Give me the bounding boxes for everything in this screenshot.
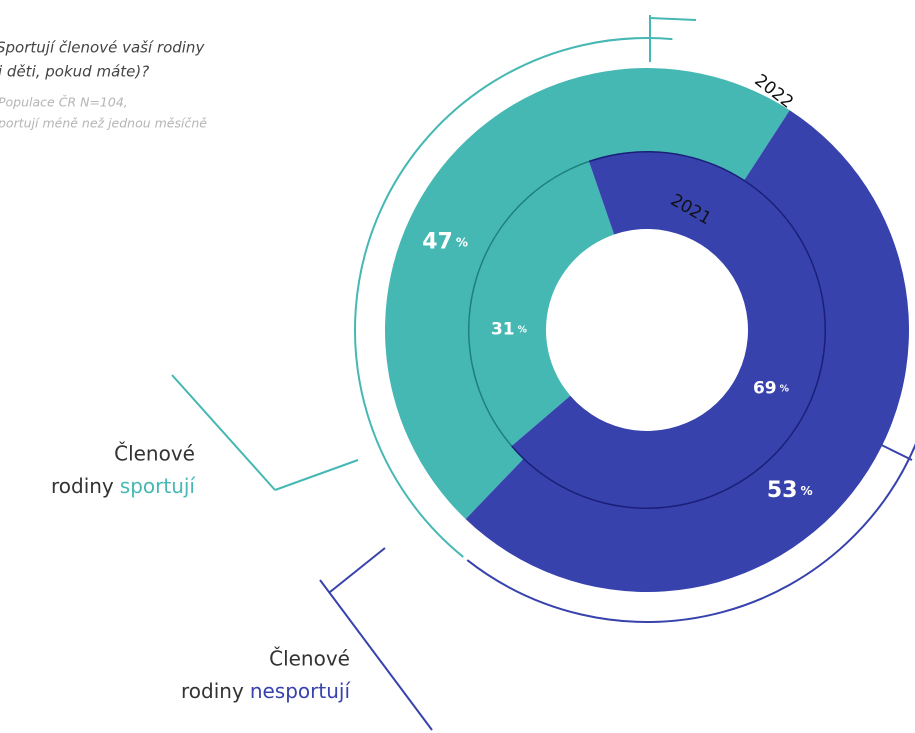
donut-segment — [465, 110, 909, 592]
data-label-value: 31 — [491, 320, 515, 340]
legend-prefix: rodiny — [51, 474, 114, 498]
data-label: 47% — [422, 230, 468, 255]
donut-segment — [511, 151, 826, 510]
legend-name: sportují — [120, 474, 197, 498]
donut-segment — [468, 160, 615, 447]
bracket — [466, 443, 915, 623]
data-label-unit: % — [456, 235, 468, 249]
data-label-unit: % — [800, 483, 812, 497]
data-label: 53% — [767, 478, 813, 503]
legend-text: Členové — [269, 647, 350, 671]
data-label-unit: % — [780, 383, 790, 394]
title-line: Sportují členové vaší rodiny — [0, 39, 205, 57]
data-label-value: 69 — [753, 378, 777, 398]
data-label-unit: % — [518, 324, 528, 335]
legend-text: Členové — [114, 442, 195, 466]
data-label: 31% — [491, 320, 528, 340]
subtitle-line: Populace ČR N=104, — [0, 95, 128, 110]
bracket — [354, 37, 673, 558]
legend-text: rodiny sportují — [51, 474, 196, 498]
bracket — [854, 431, 913, 461]
subtitle-line: portují méně než jednou měsíčně — [0, 116, 207, 131]
legend-text: rodiny nesportují — [181, 679, 351, 703]
donut-segment — [384, 67, 790, 520]
bracket — [319, 547, 433, 731]
legend-name: nesportují — [250, 679, 352, 703]
legend-prefix: rodiny — [181, 679, 244, 703]
bracket — [171, 374, 359, 491]
title-line: i děti, pokud máte)? — [0, 63, 149, 81]
data-label-value: 53 — [767, 478, 798, 503]
data-label-value: 47 — [422, 230, 453, 255]
data-label: 69% — [753, 378, 790, 398]
bracket — [649, 15, 697, 62]
